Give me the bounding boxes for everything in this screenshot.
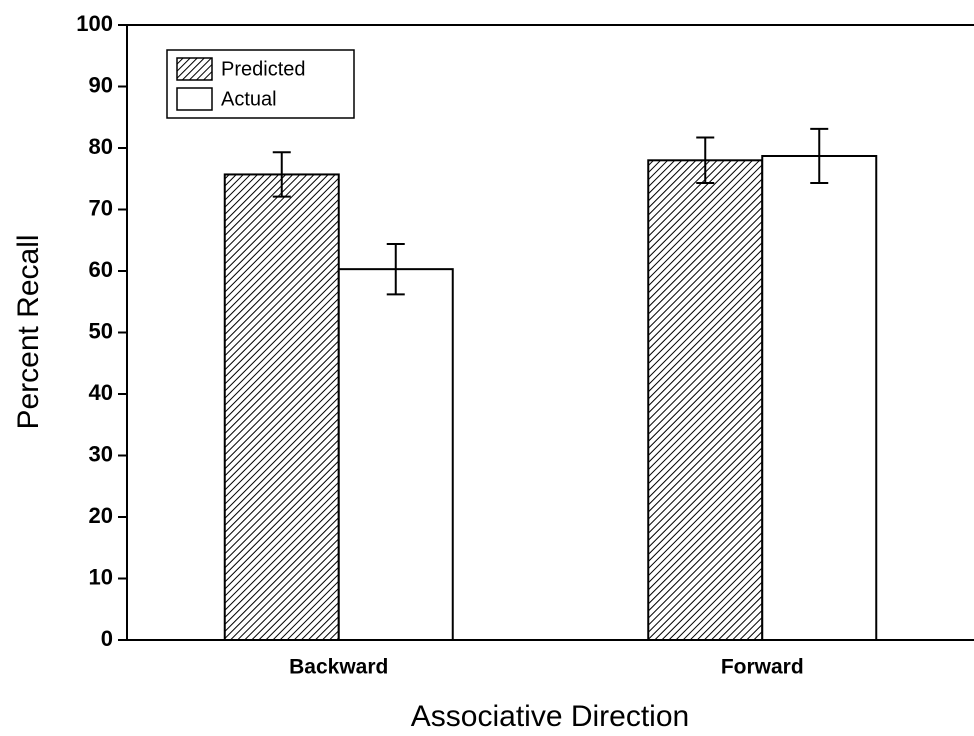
y-tick-label: 70 <box>89 195 113 220</box>
legend-label: Actual <box>221 88 277 110</box>
bar <box>223 173 340 641</box>
bar <box>761 154 878 641</box>
y-tick-label: 90 <box>89 72 113 97</box>
bar <box>337 268 454 641</box>
y-tick-label: 50 <box>89 318 113 343</box>
error-bar <box>810 127 829 185</box>
x-axis-title: Associative Direction <box>411 700 689 733</box>
legend-swatch <box>176 87 213 111</box>
y-tick-label: 80 <box>89 134 113 159</box>
bar <box>647 159 764 642</box>
y-tick-label: 40 <box>89 380 113 405</box>
y-tick-label: 0 <box>101 626 113 651</box>
legend-label: Predicted <box>221 58 306 80</box>
x-tick-label: Forward <box>721 656 804 679</box>
legend-swatch <box>176 57 213 81</box>
y-axis-title: Percent Recall <box>12 234 45 429</box>
y-tick-label: 20 <box>89 503 113 528</box>
y-tick-label: 100 <box>76 11 113 36</box>
error-bar <box>386 242 405 296</box>
error-bar <box>696 136 715 185</box>
y-tick-label: 30 <box>89 441 113 466</box>
error-bar <box>272 151 291 198</box>
y-tick-label: 60 <box>89 257 113 282</box>
x-tick-label: Backward <box>289 656 388 679</box>
y-tick-label: 10 <box>89 564 113 589</box>
